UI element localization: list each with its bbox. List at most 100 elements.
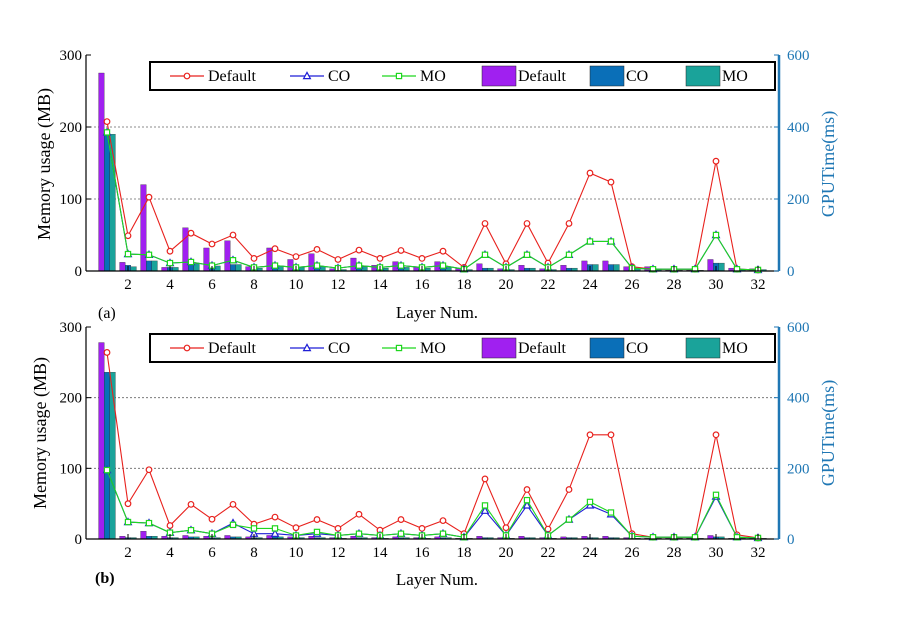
point-mo — [712, 231, 720, 239]
bar-default — [98, 342, 105, 540]
point-default — [145, 193, 153, 201]
x-tick-label: 6 — [208, 277, 216, 293]
legend-box — [149, 333, 776, 363]
x-tick-label: 18 — [457, 545, 472, 561]
bar-co — [146, 260, 152, 272]
point-default — [229, 231, 237, 239]
point-default — [712, 157, 720, 165]
y-tick-label: 300 — [60, 48, 83, 64]
legend-label: CO — [626, 68, 648, 85]
x-tick-label: 32 — [751, 277, 766, 293]
point-mo — [565, 251, 573, 258]
point-default — [502, 524, 510, 532]
bar-default — [602, 260, 609, 272]
point-default — [607, 178, 615, 186]
point-default — [166, 522, 174, 529]
legend-bar-swatch — [685, 337, 721, 359]
line-series — [102, 349, 763, 542]
point-default — [145, 466, 153, 474]
y-tick-label: 200 — [60, 120, 83, 136]
point-co — [270, 528, 280, 537]
legend-bar-swatch — [481, 65, 517, 87]
point-mo — [733, 266, 741, 273]
y-tick-label-right: 600 — [787, 48, 810, 64]
point-default — [376, 254, 384, 262]
x-tick-label: 6 — [208, 545, 216, 561]
point-default — [292, 253, 300, 261]
x-tick-label: 10 — [289, 277, 304, 293]
point-default — [355, 510, 363, 518]
point-mo — [586, 498, 594, 506]
legend-box — [149, 61, 776, 91]
point-default — [586, 431, 594, 439]
point-mo — [271, 262, 279, 269]
legend-label: CO — [328, 340, 350, 357]
point-default — [334, 256, 342, 263]
point-default — [313, 245, 321, 253]
x-tick-label: 18 — [457, 277, 472, 293]
bar-default — [98, 72, 105, 272]
bar-default — [140, 184, 147, 272]
point-default — [607, 431, 615, 439]
point-default — [712, 431, 720, 439]
y-tick-label-right: 200 — [787, 192, 810, 208]
x-tick-label: 8 — [250, 545, 258, 561]
point-default — [565, 486, 573, 493]
point-co — [480, 505, 490, 514]
legend-bar-swatch — [685, 65, 721, 87]
bar-default — [518, 265, 525, 272]
point-mo — [439, 262, 447, 269]
point-default — [397, 247, 405, 254]
y-tick-label: 100 — [60, 192, 83, 208]
point-default — [103, 118, 111, 125]
y-tick-label-right: 400 — [787, 120, 810, 136]
y-axis-label: Memory usage (MB) — [30, 357, 51, 509]
legend-label: Default — [518, 68, 567, 85]
grid-lines — [86, 397, 779, 469]
point-default — [292, 524, 300, 532]
point-default — [334, 525, 342, 532]
x-tick-label: 14 — [373, 545, 389, 561]
x-tick-label: 26 — [625, 545, 641, 561]
x-tick-label: 8 — [250, 277, 258, 293]
point-mo — [481, 502, 489, 509]
point-mo — [523, 251, 531, 258]
point-default — [355, 246, 363, 254]
point-mo — [439, 530, 447, 537]
bar-mo — [613, 264, 620, 272]
point-default — [418, 254, 426, 262]
point-mo — [607, 509, 615, 516]
bar-mo — [718, 262, 725, 272]
x-tick-label: 12 — [331, 545, 346, 561]
point-mo — [733, 534, 741, 541]
x-tick-label: 24 — [583, 545, 599, 561]
bar-default — [224, 240, 231, 272]
point-mo — [229, 257, 237, 264]
axes: 2 4 6 8 10 12 14 16 18 20 22 24 26 28 30 32010020030002… — [60, 320, 810, 561]
y-axis-label-right: GPUTime(ms) — [818, 111, 839, 217]
x-axis-label: Layer Num. — [396, 570, 478, 589]
point-default — [166, 247, 174, 255]
point-mo — [313, 528, 321, 536]
x-tick-label: 22 — [541, 545, 556, 561]
bar-default — [140, 531, 147, 540]
x-tick-label: 32 — [751, 545, 766, 561]
bar-mo — [151, 260, 158, 272]
point-mo — [271, 525, 279, 532]
bar-default — [560, 265, 567, 272]
point-mo — [397, 530, 405, 537]
line-co — [106, 469, 759, 539]
point-mo — [103, 129, 111, 136]
point-default — [208, 240, 216, 248]
point-mo — [124, 250, 132, 258]
legend-label: Default — [208, 340, 257, 357]
bar-mo — [319, 266, 326, 272]
bar-default — [476, 263, 483, 272]
point-mo — [145, 519, 153, 527]
x-tick-label: 16 — [415, 545, 431, 561]
legend-marker — [183, 72, 191, 80]
point-mo — [397, 262, 405, 269]
legend-marker — [395, 72, 403, 80]
bar-co — [608, 264, 614, 272]
point-default — [229, 500, 237, 508]
